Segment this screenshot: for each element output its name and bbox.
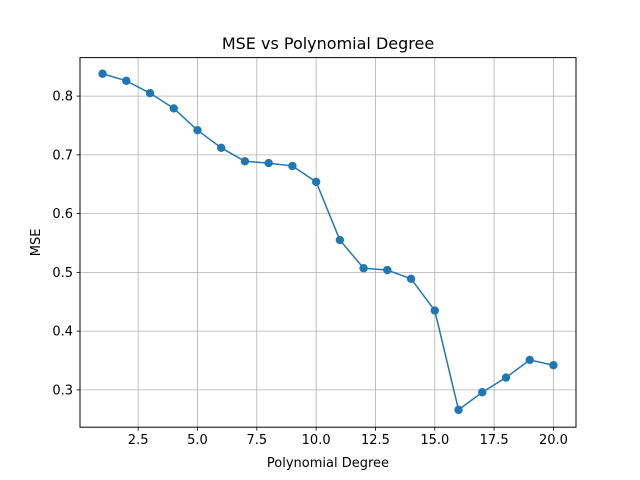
y-axis-label: MSE — [29, 229, 44, 257]
data-point — [501, 373, 511, 382]
data-point — [193, 125, 202, 135]
y-tick-label: 0.7 — [52, 148, 73, 163]
data-point — [240, 157, 250, 166]
x-tick-label: 2.5 — [128, 433, 149, 448]
x-tick-label: 17.5 — [480, 433, 509, 448]
data-point — [288, 161, 297, 171]
data-point — [122, 76, 131, 86]
data-point — [98, 69, 107, 78]
y-tick-label: 0.4 — [52, 325, 73, 340]
y-axis-ticks: 0.3 0.4 0.5 0.6 0.7 0.8 — [52, 90, 80, 398]
data-point — [169, 104, 178, 113]
chart-title: MSE vs Polynomial Degree — [222, 34, 434, 53]
y-tick-label: 0.6 — [52, 207, 73, 222]
grid — [80, 57, 576, 428]
data-point — [264, 158, 273, 168]
plot-frame — [79, 57, 577, 428]
data-point — [549, 361, 558, 370]
data-point — [525, 355, 534, 365]
x-tick-label: 20.0 — [539, 433, 568, 448]
data-point — [454, 405, 463, 415]
y-tick-label: 0.8 — [52, 90, 73, 105]
data-point — [217, 143, 226, 152]
data-point — [406, 274, 416, 284]
series-markers — [98, 69, 558, 415]
x-tick-label: 10.0 — [302, 433, 331, 448]
x-axis-ticks: 2.5 5.0 7.5 10.0 12.5 15.0 17.5 20.0 — [128, 427, 568, 448]
x-tick-label: 15.0 — [420, 433, 449, 448]
data-point — [335, 235, 345, 245]
x-tick-label: 5.0 — [187, 433, 208, 448]
data-point — [311, 177, 321, 187]
data-point — [145, 88, 155, 98]
data-point — [383, 265, 392, 275]
x-axis-label: Polynomial Degree — [267, 456, 389, 471]
series-line — [101, 73, 555, 411]
y-tick-label: 0.5 — [52, 266, 73, 281]
data-point — [430, 306, 439, 315]
data-point — [478, 388, 487, 397]
data-point — [359, 264, 368, 273]
y-tick-label: 0.3 — [52, 383, 73, 398]
x-tick-label: 7.5 — [246, 433, 267, 448]
x-tick-label: 12.5 — [361, 433, 390, 448]
series-line-path — [101, 73, 555, 411]
